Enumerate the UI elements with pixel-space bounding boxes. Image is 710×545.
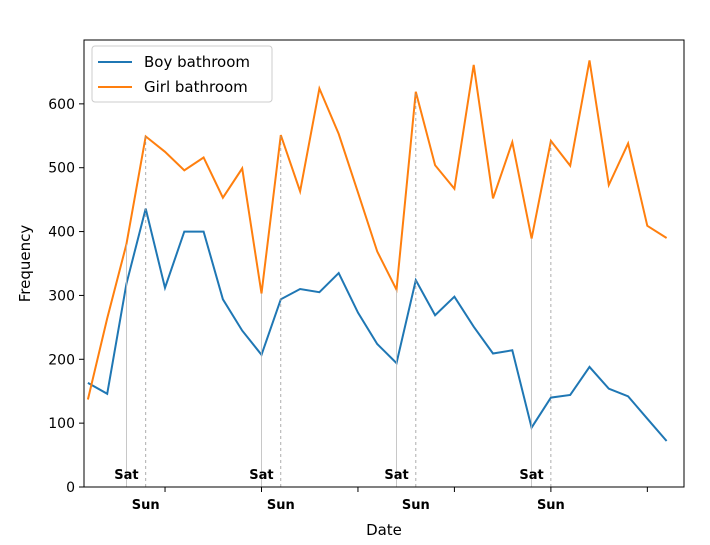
series-line-2	[86, 60, 668, 400]
legend-label-2: Girl bathroom	[144, 78, 248, 96]
day-marker-label-5: Sat	[384, 468, 408, 483]
legend-label-1: Boy bathroom	[144, 53, 250, 71]
y-tick-label-5: 500	[48, 161, 75, 177]
y-tick-label-0: 0	[66, 480, 75, 496]
y-tick-label-4: 400	[48, 225, 75, 241]
y-axis: 0 100 200 300 400 500 600	[48, 97, 84, 496]
x-axis	[164, 487, 648, 492]
legend: Boy bathroom Girl bathroom	[91, 45, 273, 103]
day-marker-label-7: Sat	[519, 468, 543, 483]
day-marker-label-8: Sun	[537, 498, 565, 513]
day-markers: Sat Sun Sat Sun Sat Sun Sat Sun	[114, 91, 565, 513]
legend-box	[91, 45, 273, 103]
day-marker-label-1: Sat	[114, 468, 138, 483]
y-tick-label-3: 300	[48, 288, 75, 304]
plot-frame	[83, 39, 685, 488]
y-tick-label-6: 600	[48, 97, 75, 113]
y-tick-label-2: 200	[48, 352, 75, 368]
series-line-1	[87, 208, 668, 442]
day-marker-label-3: Sat	[249, 468, 273, 483]
day-marker-label-2: Sun	[132, 498, 160, 513]
series-layer	[86, 60, 668, 442]
x-axis-label: Date	[366, 521, 402, 539]
y-axis-label: Frequency	[16, 225, 34, 303]
day-marker-label-4: Sun	[267, 498, 295, 513]
y-tick-label-1: 100	[48, 416, 75, 432]
day-marker-label-6: Sun	[402, 498, 430, 513]
